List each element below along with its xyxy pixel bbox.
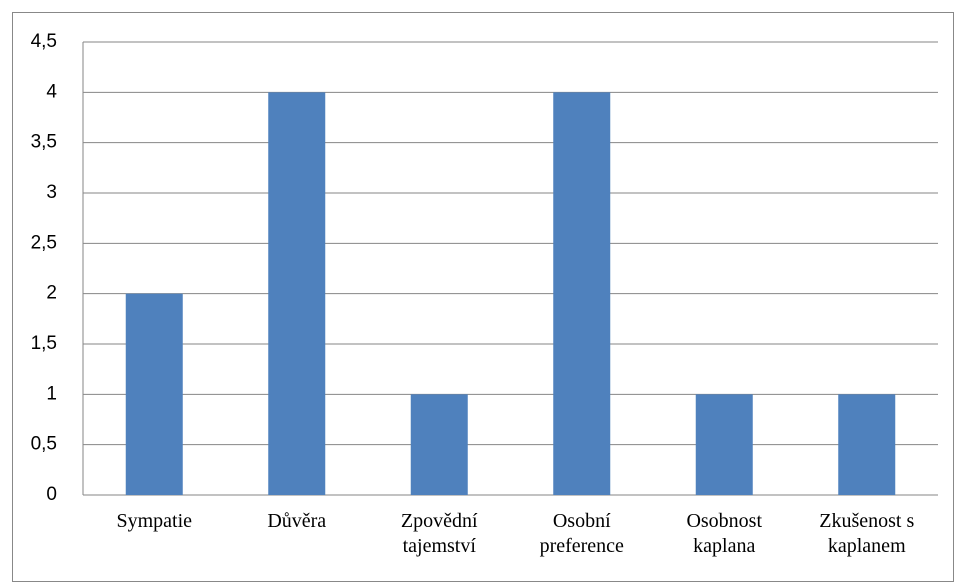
y-tick-label: 3 bbox=[46, 182, 57, 203]
y-tick-label: 4 bbox=[46, 81, 57, 102]
bar bbox=[695, 394, 753, 495]
bar bbox=[838, 394, 896, 495]
y-tick-label: 2,5 bbox=[31, 232, 57, 253]
y-tick-label: 1 bbox=[46, 383, 57, 404]
y-tick-label: 4,5 bbox=[31, 31, 57, 52]
x-tick-label: Zpovědní tajemství bbox=[400, 510, 478, 557]
bar bbox=[268, 92, 326, 495]
x-tick-label: Osobní preference bbox=[539, 510, 624, 557]
x-tick-label: Sympatie bbox=[116, 510, 193, 532]
bar bbox=[125, 293, 183, 495]
x-tick-label: Osobnost kaplana bbox=[686, 510, 763, 557]
y-tick-label: 2 bbox=[46, 283, 57, 304]
y-tick-label: 0,5 bbox=[31, 434, 57, 455]
x-tick-label: Důvěra bbox=[267, 510, 327, 532]
y-tick-label: 0 bbox=[46, 484, 57, 505]
y-tick-label: 1,5 bbox=[31, 333, 57, 354]
bar bbox=[410, 394, 468, 495]
bar bbox=[553, 92, 611, 495]
x-tick-label: Zkušenost s kaplanem bbox=[819, 510, 915, 557]
y-tick-label: 3,5 bbox=[31, 132, 57, 153]
chart-border bbox=[12, 12, 954, 582]
